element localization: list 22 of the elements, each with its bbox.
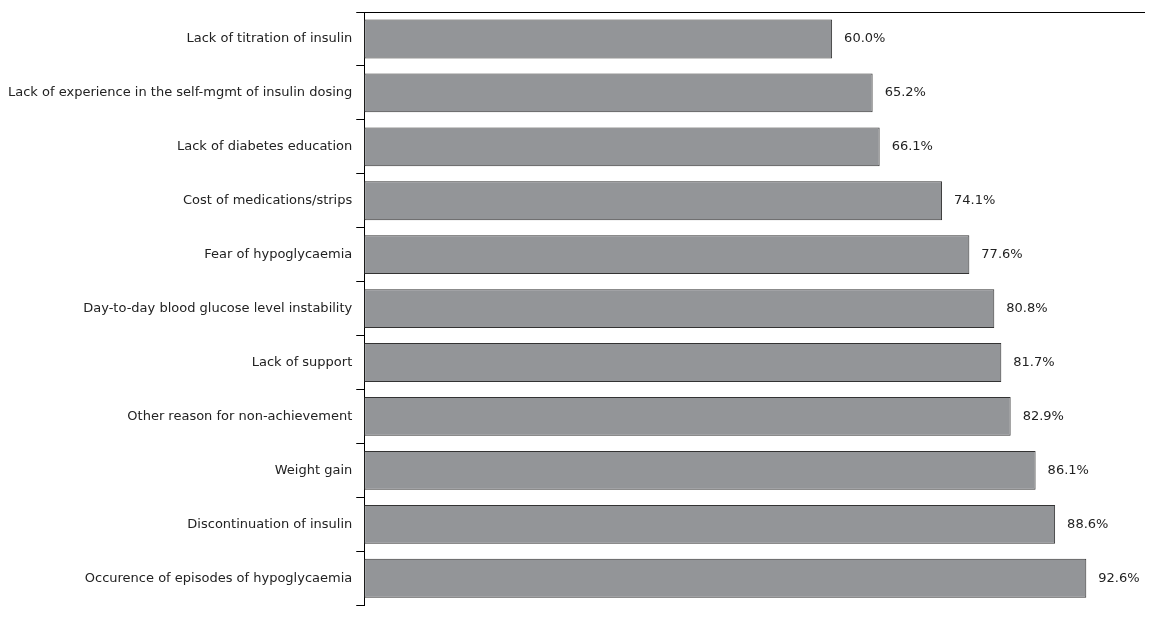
data-label: 80.8% — [1006, 299, 1048, 315]
data-label: 77.6% — [981, 246, 1023, 262]
data-label: 82.9% — [1022, 407, 1064, 423]
data-label: 60.0% — [844, 30, 886, 46]
data-label: 66.1% — [891, 138, 933, 154]
y-tick-label: Fear of hypoglycaemia — [204, 246, 353, 262]
y-tick-label: Occurence of episodes of hypoglycaemia — [84, 569, 353, 585]
data-label: 86.1% — [1047, 461, 1089, 477]
data-label: 81.7% — [1013, 353, 1055, 369]
y-tick-label: Lack of support — [251, 353, 353, 369]
data-label: 88.6% — [1067, 515, 1109, 531]
data-label: 92.6% — [1098, 569, 1140, 585]
y-tick-label: Lack of diabetes education — [177, 138, 353, 154]
data-label: 65.2% — [884, 84, 926, 100]
y-tick-label: Day-to-day blood glucose level instability — [83, 299, 353, 315]
data-label: 74.1% — [954, 192, 996, 208]
y-tick-label: Weight gain — [274, 461, 353, 477]
y-tick-label: Cost of medications/strips — [183, 192, 353, 208]
y-tick-label: Discontinuation of insulin — [187, 515, 353, 531]
y-tick-label: Other reason for non-achievement — [127, 407, 353, 423]
y-tick-label: Lack of titration of insulin — [186, 30, 353, 46]
y-tick-label: Lack of experience in the self-mgmt of insulin dosing — [8, 84, 353, 100]
